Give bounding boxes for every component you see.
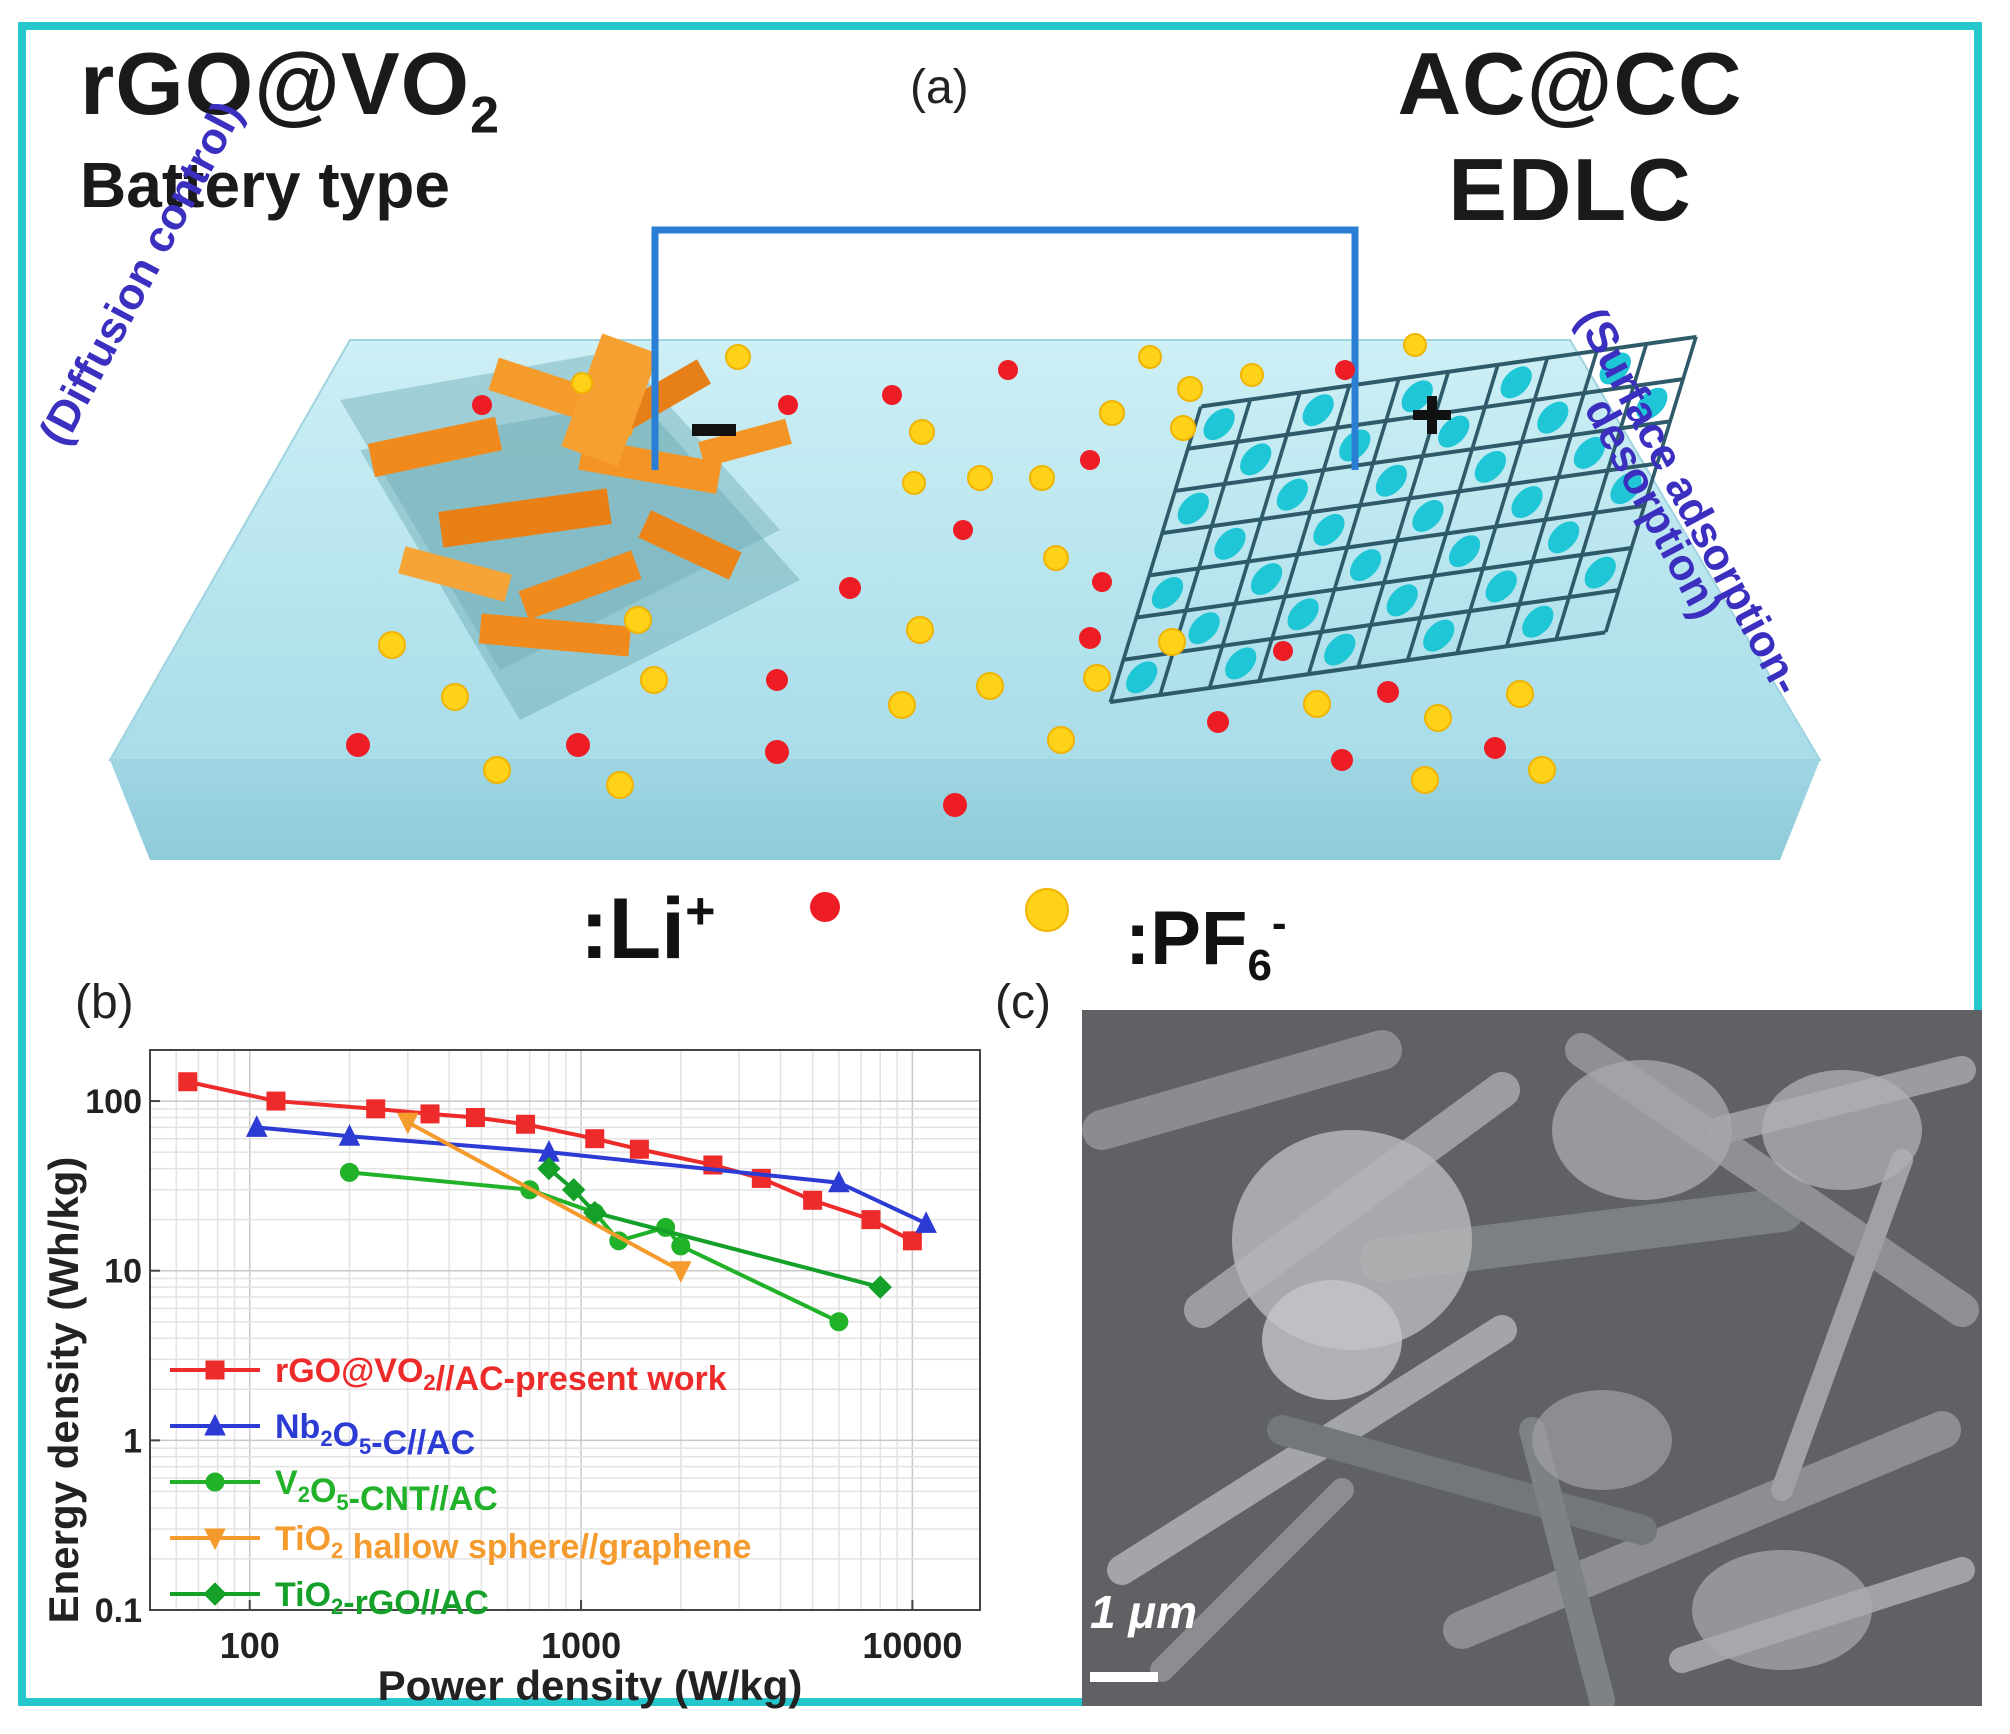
data-point	[366, 1099, 386, 1119]
data-point	[397, 1112, 419, 1135]
series-line	[349, 1170, 840, 1324]
data-point	[915, 1211, 937, 1233]
data-point	[561, 1178, 586, 1202]
data-point	[629, 1139, 649, 1159]
anode-electrode	[340, 333, 800, 720]
external-circuit-wire	[651, 226, 1359, 470]
y-tick-label: 1	[123, 1422, 142, 1460]
anode-subtitle: Battery type	[80, 148, 450, 221]
cathode-electrode	[1108, 334, 1698, 705]
panel-c-label: (c)	[995, 976, 1051, 1029]
legend-swatch-marker	[204, 1528, 226, 1551]
data-point	[338, 1124, 361, 1146]
scale-bar	[1090, 1672, 1158, 1682]
x-tick-label: 10000	[862, 1625, 962, 1666]
li-ions	[346, 360, 1506, 817]
y-axis-label: Energy density (Wh/kg)	[40, 1157, 87, 1624]
legend-label: TiO2-rGO//AC	[275, 1576, 489, 1622]
panel-a-label: (a)	[910, 61, 969, 114]
y-tick-label: 100	[85, 1083, 142, 1121]
axis-ticks: 100 1000 10000 0.1 1 10 100	[85, 1083, 962, 1666]
cathode-title: AC@CC	[1397, 34, 1743, 133]
series-2	[339, 1162, 849, 1332]
data-point	[420, 1104, 440, 1124]
cell-schematic	[108, 226, 1822, 860]
data-point	[465, 1108, 485, 1128]
data-point	[516, 1114, 536, 1134]
legend-swatch-marker	[205, 1360, 225, 1380]
data-point	[583, 1200, 607, 1225]
data-point	[803, 1190, 823, 1210]
data-point	[537, 1156, 561, 1181]
series-line	[547, 1167, 881, 1290]
series-line	[406, 1120, 682, 1273]
plot-frame	[149, 1049, 981, 1611]
x-tick-label: 100	[220, 1625, 280, 1666]
x-tick-label: 1000	[541, 1625, 621, 1666]
sem-micrograph	[1082, 1010, 1982, 1706]
chart-legend: rGO@VO2//AC-present work Nb2O5-C//ACV2O5-…	[170, 1352, 751, 1622]
data-point	[829, 1312, 849, 1332]
pf6-ion-swatch	[1025, 888, 1069, 932]
legend-swatch-marker	[204, 1413, 226, 1436]
data-point	[669, 1261, 692, 1283]
cathode-title-block: AC@CC EDLC	[1330, 40, 1810, 234]
scale-bar-label: 1 μm	[1090, 1586, 1198, 1638]
data-point	[178, 1072, 198, 1092]
data-point	[902, 1231, 922, 1251]
y-tick-label: 10	[104, 1253, 142, 1291]
panel-b-label: (b)	[75, 976, 134, 1029]
y-tick-label: 0.1	[95, 1592, 142, 1630]
chart-series	[178, 1072, 937, 1332]
cathode-subtitle: EDLC	[1448, 140, 1692, 239]
legend-swatch-marker	[205, 1472, 225, 1492]
data-point	[339, 1162, 359, 1182]
pf6-legend-label: :PF6-	[1125, 896, 1287, 991]
legend-label: rGO@VO2//AC-present work	[275, 1352, 727, 1398]
anode-title-block: rGO@VO2 Battery type	[80, 40, 500, 219]
chart-grid	[149, 1049, 980, 1611]
li-ion-swatch	[810, 892, 840, 922]
data-point	[861, 1210, 881, 1230]
data-point	[828, 1170, 850, 1193]
data-point	[671, 1236, 691, 1256]
data-point	[245, 1115, 268, 1137]
plus-sign	[1413, 396, 1451, 434]
pf6-ions	[378, 333, 1556, 799]
x-axis-label: Power density (W/kg)	[378, 1662, 803, 1709]
data-point	[868, 1275, 892, 1299]
ragone-chart: 100 1000 10000 0.1 1 10 100 rGO@VO2//AC-presen…	[40, 1049, 981, 1709]
legend-label: V2O5-CNT//AC	[275, 1464, 498, 1518]
minus-sign	[692, 424, 736, 436]
li-legend-label: :Li+	[580, 881, 716, 977]
legend-label: Nb2O5-C//AC	[275, 1408, 475, 1462]
series-3	[397, 1112, 692, 1283]
data-point	[585, 1129, 605, 1149]
legend-label: TiO2 hallow sphere//graphene	[275, 1520, 751, 1566]
series-4	[537, 1156, 892, 1299]
legend-swatch-marker	[203, 1582, 227, 1606]
data-point	[266, 1091, 286, 1111]
series-1	[245, 1115, 937, 1233]
anode-title: rGO@VO2	[80, 34, 501, 145]
